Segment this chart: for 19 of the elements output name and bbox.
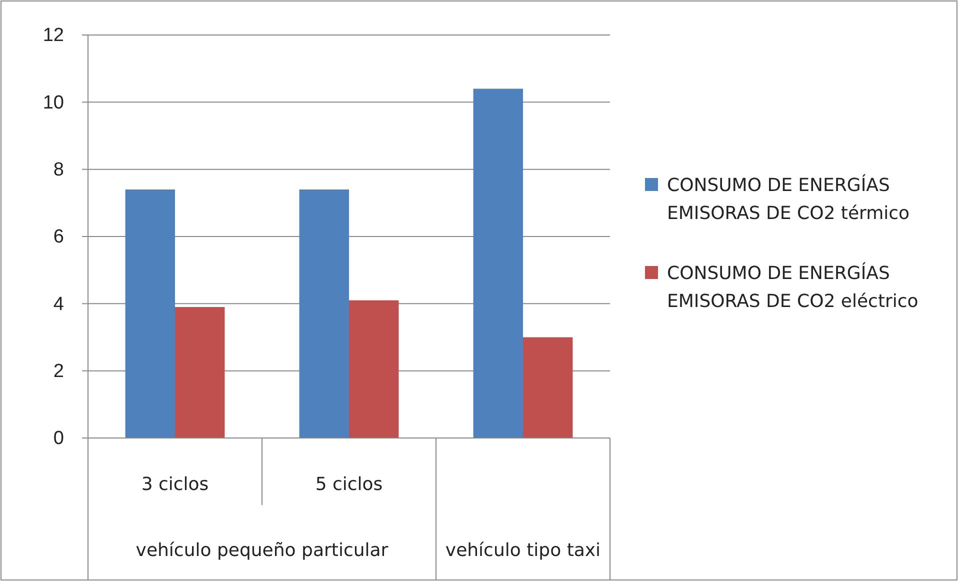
bar bbox=[523, 337, 573, 438]
y-tick-label: 2 bbox=[53, 360, 64, 382]
x-tick-label: 3 ciclos bbox=[141, 474, 209, 495]
text: vehículo tipo taxi bbox=[445, 540, 601, 561]
bar bbox=[175, 307, 225, 438]
x-tick-label: 5 ciclos bbox=[315, 474, 383, 495]
y-tick-label: 6 bbox=[53, 226, 64, 248]
legend-label: CONSUMO DE ENERGÍAS EMISORAS DE CO2 térmico bbox=[667, 174, 910, 224]
y-tick-label: 10 bbox=[42, 92, 64, 114]
bar bbox=[299, 189, 349, 438]
legend-label: CONSUMO DE ENERGÍAS EMISORAS DE CO2 eléctrico bbox=[667, 262, 918, 312]
y-tick-label: 8 bbox=[53, 159, 64, 180]
bar bbox=[473, 88, 523, 438]
y-tick-label: 4 bbox=[53, 294, 64, 315]
bar bbox=[125, 189, 175, 438]
text: vehículo pequeño particular bbox=[136, 540, 389, 561]
y-tick-label: 0 bbox=[53, 428, 64, 450]
y-tick-label: 12 bbox=[42, 25, 64, 46]
bar bbox=[349, 300, 399, 438]
